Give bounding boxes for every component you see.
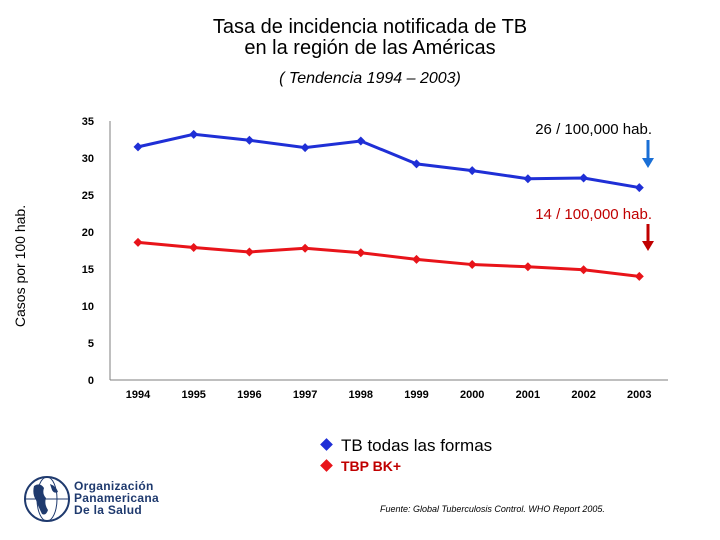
- y-tick-label: 0: [88, 375, 94, 387]
- annotation-series1: 26 / 100,000 hab.: [535, 121, 652, 138]
- data-point-series2: [523, 262, 533, 272]
- globe-logo-icon: [24, 476, 70, 522]
- data-point-series2: [412, 254, 421, 264]
- legend-marker-blue: [320, 438, 333, 451]
- chart-title-line1: Tasa de incidencia notificada de TB: [212, 16, 528, 38]
- data-point-series1: [412, 159, 421, 169]
- x-tick-label: 1998: [349, 389, 373, 401]
- line-chart: 0 5 10 15 20 25 30 35 1994 1995 1996 1997 1998 1999 20…: [82, 116, 668, 401]
- series-line-1: [137, 132, 640, 190]
- data-point-series1: [356, 136, 366, 146]
- data-point-series1: [523, 174, 533, 184]
- data-point-series2: [579, 265, 589, 275]
- y-tick-label: 15: [82, 264, 94, 276]
- legend-label-tbp: TBP BK+: [341, 458, 402, 474]
- x-tick-label: 1994: [126, 389, 151, 401]
- data-point-series2: [244, 247, 254, 257]
- y-tick-label: 10: [82, 301, 94, 313]
- data-point-series1: [579, 173, 589, 183]
- data-point-series2: [634, 271, 644, 281]
- legend-item-tbp: TBP BK+: [320, 458, 402, 474]
- annotation-series2: 14 / 100,000 hab.: [535, 206, 652, 223]
- y-tick-label: 25: [82, 190, 94, 202]
- x-tick-label: 2002: [571, 389, 595, 401]
- data-point-series2: [356, 248, 366, 258]
- chart-subtitle: ( Tendencia 1994 – 2003): [279, 70, 461, 87]
- source-note: Fuente: Global Tuberculosis Control. WHO…: [380, 504, 605, 514]
- y-tick-label: 20: [82, 227, 94, 239]
- data-point-series2: [467, 260, 477, 270]
- y-tick-label: 30: [82, 153, 94, 165]
- x-tick-label: 1996: [237, 389, 261, 401]
- x-tick-label: 1999: [404, 389, 428, 401]
- y-tick-label: 35: [82, 116, 94, 128]
- series-line-2: [137, 240, 640, 278]
- data-point-series2: [189, 243, 199, 253]
- data-point-series1: [189, 129, 199, 139]
- org-line1: Organización: [74, 479, 154, 493]
- x-tick-label: 2003: [627, 389, 651, 401]
- x-tick-label: 2000: [460, 389, 484, 401]
- arrow-head-red-icon: [642, 241, 654, 251]
- y-tick-label: 5: [88, 338, 94, 350]
- x-tick-label: 1995: [181, 389, 205, 401]
- legend-item-tb-all: TB todas las formas: [320, 436, 493, 456]
- data-point-series1: [300, 143, 310, 153]
- data-point-series2: [133, 237, 143, 247]
- chart-title-line2: en la región de las Américas: [244, 37, 496, 59]
- organization-name: Organización Panamericana De la Salud: [74, 480, 159, 516]
- org-line3: De la Salud: [74, 503, 142, 517]
- data-point-series1: [133, 142, 143, 152]
- org-line2: Panamericana: [74, 491, 159, 505]
- data-point-series1: [634, 183, 644, 193]
- data-point-series2: [300, 243, 310, 253]
- arrow-head-blue-icon: [642, 158, 654, 168]
- x-tick-label: 2001: [516, 389, 540, 401]
- data-point-series1: [467, 166, 477, 176]
- data-point-series1: [244, 135, 254, 145]
- legend-marker-red: [320, 458, 333, 472]
- legend-label-tb-all: TB todas las formas: [341, 436, 493, 455]
- x-tick-label: 1997: [293, 389, 317, 401]
